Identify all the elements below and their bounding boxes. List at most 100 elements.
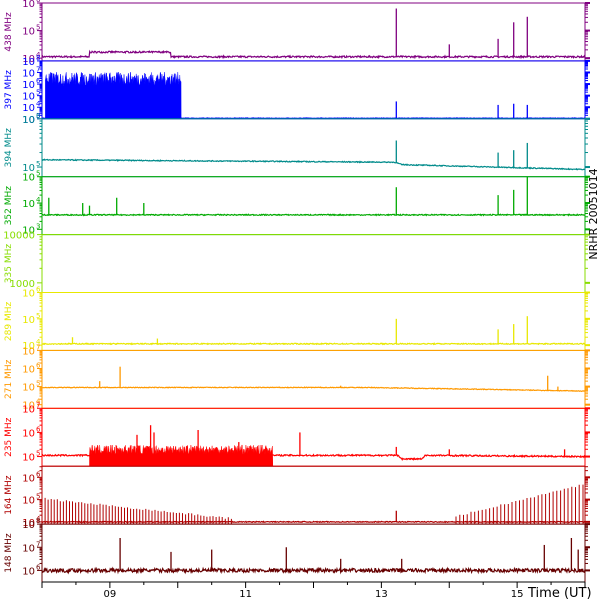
y-tick-exponent: 5 xyxy=(36,450,40,458)
panel-frame xyxy=(41,523,586,583)
y-tick-label: 10 xyxy=(22,115,35,126)
y-tick-exponent: 8 xyxy=(36,54,40,62)
y-tick-exponent: 5 xyxy=(36,493,40,501)
y-tick-exponent: 5 xyxy=(36,24,40,32)
panel-frequency-label: 235 MHz xyxy=(4,417,14,457)
y-tick-exponent: 5 xyxy=(36,380,40,388)
y-tick-label: 10 xyxy=(22,199,35,210)
trace-line xyxy=(42,386,586,393)
comb-pattern xyxy=(41,497,232,525)
y-tick-label: 10 xyxy=(22,0,35,10)
y-tick-exponent: 5 xyxy=(36,160,40,168)
y-tick-label: 10 xyxy=(22,543,35,554)
trace-line xyxy=(41,342,586,346)
y-tick-label: 10 xyxy=(22,453,35,464)
y-tick-exponent: 3 xyxy=(36,222,40,230)
y-tick-exponent: 4 xyxy=(36,398,41,406)
y-tick-label: 10 xyxy=(22,57,35,68)
panel-frequency-label: 352 MHz xyxy=(4,186,14,226)
y-tick-label: 10 xyxy=(22,173,35,184)
y-tick-label: 10 xyxy=(22,364,35,375)
y-tick-exponent: 4 xyxy=(36,196,41,204)
y-tick-label: 10 xyxy=(22,401,35,412)
y-tick-exponent: 5 xyxy=(36,170,40,178)
y-tick-exponent: 3 xyxy=(36,112,40,120)
time-tick-label: 11 xyxy=(239,589,252,600)
y-tick-exponent: 4 xyxy=(36,51,41,59)
y-tick-exponent: 6 xyxy=(36,112,41,120)
y-tick-label: 10 xyxy=(22,520,35,531)
y-tick-exponent: 6 xyxy=(36,286,41,294)
trace-line xyxy=(41,213,586,217)
y-tick-label: 10 xyxy=(22,115,35,126)
trace-line xyxy=(41,158,586,171)
time-tick-label: 15 xyxy=(511,589,524,600)
station-date-label: NRHR 20051014 xyxy=(587,168,600,259)
y-tick-exponent: 6 xyxy=(36,425,41,433)
y-tick-label: 10 xyxy=(22,54,35,65)
y-tick-exponent: 6 xyxy=(36,77,41,85)
panel-frequency-label: 289 MHz xyxy=(4,302,14,342)
y-tick-exponent: 4 xyxy=(36,100,41,108)
panel-frame xyxy=(41,118,586,178)
y-tick-exponent: 7 xyxy=(36,401,40,409)
panel-frame xyxy=(41,349,586,409)
y-tick-label: 10 xyxy=(22,27,35,38)
panel-frequency-label: 148 MHz xyxy=(4,533,14,573)
y-tick-label: 10 xyxy=(22,428,35,439)
y-tick-label: 10 xyxy=(22,103,35,114)
panel-frequency-label: 335 MHz xyxy=(4,244,14,284)
y-tick-exponent: 7 xyxy=(36,540,40,548)
y-tick-label: 10 xyxy=(22,68,35,79)
panel-frame xyxy=(41,234,586,294)
y-tick-label: 1000 xyxy=(10,279,35,290)
y-tick-exponent: 5 xyxy=(36,89,40,97)
panel-335-mhz: 1000 10000 335 MHz xyxy=(3,231,590,294)
y-tick-label: 10 xyxy=(22,92,35,103)
panel-frequency-label: 394 MHz xyxy=(4,128,14,168)
y-tick-label: 10 xyxy=(22,404,35,415)
panel-frequency-label: 438 MHz xyxy=(4,12,14,52)
y-tick-exponent: 4 xyxy=(36,338,41,346)
y-tick-exponent: 7 xyxy=(36,65,40,73)
panel-frame xyxy=(41,292,586,351)
y-tick-label: 10 xyxy=(22,163,35,174)
panel-frequency-label: 164 MHz xyxy=(4,475,14,515)
trace-line xyxy=(41,520,586,524)
y-tick-label: 10 xyxy=(22,289,35,300)
y-tick-exponent: 6 xyxy=(36,470,41,478)
y-tick-exponent: 6 xyxy=(36,0,41,4)
burst-area xyxy=(89,444,274,467)
y-tick-label: 10 xyxy=(22,346,35,357)
y-tick-exponent: 6 xyxy=(36,563,41,571)
y-tick-exponent: 6 xyxy=(36,361,41,369)
y-tick-exponent: 8 xyxy=(36,517,40,525)
y-tick-exponent: 4 xyxy=(36,515,41,523)
trace-line xyxy=(41,49,586,60)
y-tick-label: 10 xyxy=(22,315,35,326)
y-tick-label: 10 xyxy=(22,80,35,91)
comb-pattern xyxy=(455,484,584,525)
time-tick-label: 09 xyxy=(104,589,117,600)
panel-frequency-label: 271 MHz xyxy=(4,359,14,399)
y-tick-label: 10 xyxy=(22,473,35,484)
burst-area xyxy=(45,71,182,120)
time-axis: 09 11 13 15 xyxy=(41,581,586,600)
x-axis-title: Time (UT) xyxy=(527,586,592,600)
y-tick-label: 10 xyxy=(22,341,35,352)
y-tick-exponent: 5 xyxy=(36,312,40,320)
y-tick-label: 10 xyxy=(22,566,35,577)
y-tick-label: 10 xyxy=(22,383,35,394)
time-tick-label: 13 xyxy=(375,589,388,600)
